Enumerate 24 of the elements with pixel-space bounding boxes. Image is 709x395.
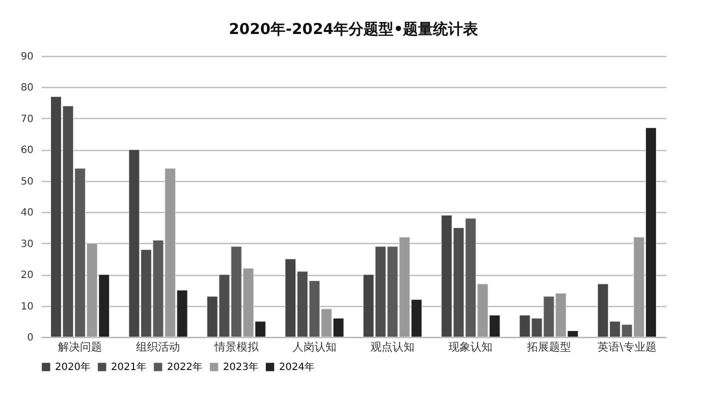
legend-label: 2021年 (111, 361, 146, 373)
x-tick-label: 拓展题型 (526, 340, 571, 354)
y-tick-label: 30 (20, 238, 34, 250)
legend-label: 2023年 (223, 361, 258, 373)
x-tick-label: 情景模拟 (213, 340, 260, 354)
legend-label: 2024年 (279, 361, 314, 373)
x-tick-label: 人岗认知 (292, 340, 336, 354)
y-tick-label: 70 (20, 114, 34, 125)
y-tick-label: 20 (20, 270, 34, 282)
y-tick-label: 40 (20, 208, 34, 219)
y-tick-label: 0 (27, 332, 34, 344)
x-tick-label: 观点认知 (370, 340, 415, 354)
legend-label: 2020年 (55, 361, 90, 373)
x-tick-label: 英语\专业题 (598, 340, 656, 354)
x-tick-label: 现象认知 (448, 340, 493, 354)
y-tick-label: 90 (20, 52, 34, 62)
y-tick-label: 50 (20, 176, 34, 188)
y-tick-label: 80 (20, 82, 34, 94)
y-tick-label: 60 (20, 145, 34, 156)
y-tick-label: 10 (20, 301, 34, 312)
legend-label: 2022年 (167, 361, 202, 373)
chart-title: 2020年-2024年分题型•题量统计表 (228, 20, 480, 38)
x-tick-label: 组织活动 (136, 340, 180, 354)
x-tick-label: 解决问题 (58, 340, 102, 354)
